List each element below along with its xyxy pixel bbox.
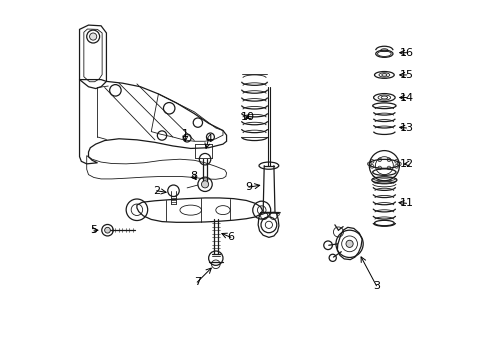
Text: 2: 2 (153, 186, 160, 196)
Text: 15: 15 (399, 70, 413, 80)
Circle shape (104, 227, 110, 233)
Text: 12: 12 (399, 159, 413, 169)
Text: 6: 6 (227, 232, 234, 242)
Text: 14: 14 (399, 93, 413, 103)
Text: 5: 5 (90, 225, 97, 235)
Text: 1: 1 (182, 129, 188, 139)
Text: 8: 8 (190, 171, 197, 181)
Text: 3: 3 (372, 281, 379, 291)
Circle shape (201, 181, 208, 188)
Text: 9: 9 (245, 182, 252, 192)
Text: 11: 11 (399, 198, 413, 208)
Text: 16: 16 (399, 48, 413, 58)
Text: 7: 7 (193, 277, 200, 287)
Text: 10: 10 (241, 112, 255, 122)
Text: 4: 4 (204, 134, 212, 144)
Circle shape (346, 240, 352, 247)
Circle shape (89, 33, 97, 40)
Text: 13: 13 (399, 123, 413, 133)
